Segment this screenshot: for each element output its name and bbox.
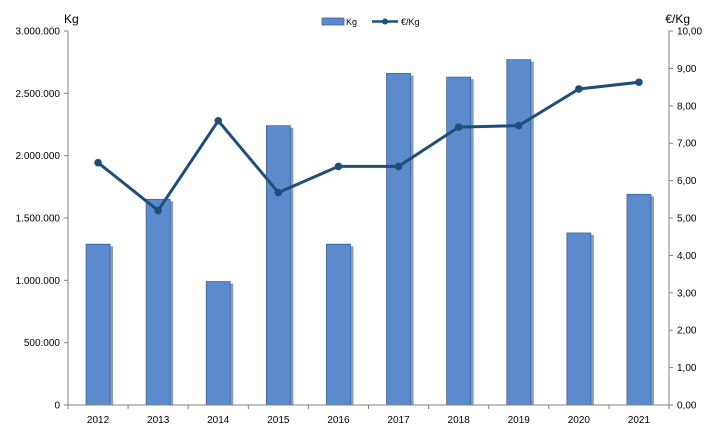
right-axis-label: €/Kg <box>665 12 690 26</box>
bar <box>326 243 351 406</box>
legend: Kg €/Kg <box>321 17 420 27</box>
right-axis-ticks: 0,00 1,00 2,00 3,00 4,00 5,00 6,00 7,00 8,00 9,00… <box>669 27 702 412</box>
right-tick-label: 9,00 <box>677 64 697 75</box>
line-point <box>274 188 283 197</box>
legend-label-eur-per-kg: €/Kg <box>401 17 420 27</box>
x-tick-label: 2021 <box>628 415 651 426</box>
line-point <box>514 121 523 130</box>
right-tick-label: 3,00 <box>677 288 697 299</box>
bar <box>506 59 532 406</box>
right-tick-label: 4,00 <box>677 251 697 262</box>
x-tick-label: 2019 <box>508 415 531 426</box>
right-tick-label: 10,00 <box>677 27 702 38</box>
right-tick-label: 2,00 <box>677 326 697 337</box>
bar <box>566 232 592 406</box>
bar-series-kg <box>85 59 654 406</box>
right-tick-label: 7,00 <box>677 139 697 150</box>
left-tick-label: 500.000 <box>24 338 61 349</box>
right-tick-label: 1,00 <box>677 363 697 374</box>
line-point <box>635 78 643 87</box>
x-tick-label: 2017 <box>387 415 410 426</box>
x-tick-label: 2018 <box>448 415 471 426</box>
line-series-eur-per-kg <box>94 78 643 215</box>
bar <box>205 281 231 406</box>
legend-marker-eur-per-kg <box>382 18 388 25</box>
bar <box>386 72 411 406</box>
line-point <box>454 123 463 131</box>
right-tick-label: 0,00 <box>677 401 697 412</box>
x-axis-ticks: 2012 2013 2014 2015 2016 2017 2018 2019 2020 2021 <box>67 405 670 426</box>
legend-swatch-kg <box>321 17 345 26</box>
left-tick-label: 1.500.000 <box>16 214 61 225</box>
line-point <box>575 85 583 93</box>
line-point <box>94 158 102 167</box>
line-point <box>214 116 223 125</box>
x-tick-label: 2020 <box>568 415 591 426</box>
x-tick-label: 2013 <box>147 415 170 426</box>
left-tick-label: 2.500.000 <box>16 89 61 100</box>
left-axis-label: Kg <box>64 12 79 26</box>
x-tick-label: 2012 <box>87 415 110 426</box>
left-tick-label: 2.000.000 <box>16 151 61 162</box>
left-tick-label: 3.000.000 <box>16 27 61 38</box>
x-tick-label: 2015 <box>267 415 290 426</box>
x-tick-label: 2016 <box>327 415 350 426</box>
right-tick-label: 8,00 <box>677 101 697 112</box>
bar <box>265 125 291 406</box>
line-point <box>394 162 403 171</box>
bar <box>85 243 111 406</box>
series-line <box>97 80 640 213</box>
left-tick-label: 1.000.000 <box>16 276 61 287</box>
line-point <box>334 162 343 171</box>
bar <box>626 193 652 406</box>
right-tick-label: 5,00 <box>677 214 697 225</box>
x-tick-label: 2014 <box>207 415 230 426</box>
right-tick-label: 6,00 <box>677 176 697 187</box>
bar <box>145 198 171 406</box>
left-axis-ticks: 0 500.000 1.000.000 1.500.000 2.000.000 2.500… <box>16 27 68 412</box>
left-tick-label: 0 <box>54 401 60 412</box>
line-point <box>154 206 162 215</box>
legend-label-kg: Kg <box>346 17 357 27</box>
